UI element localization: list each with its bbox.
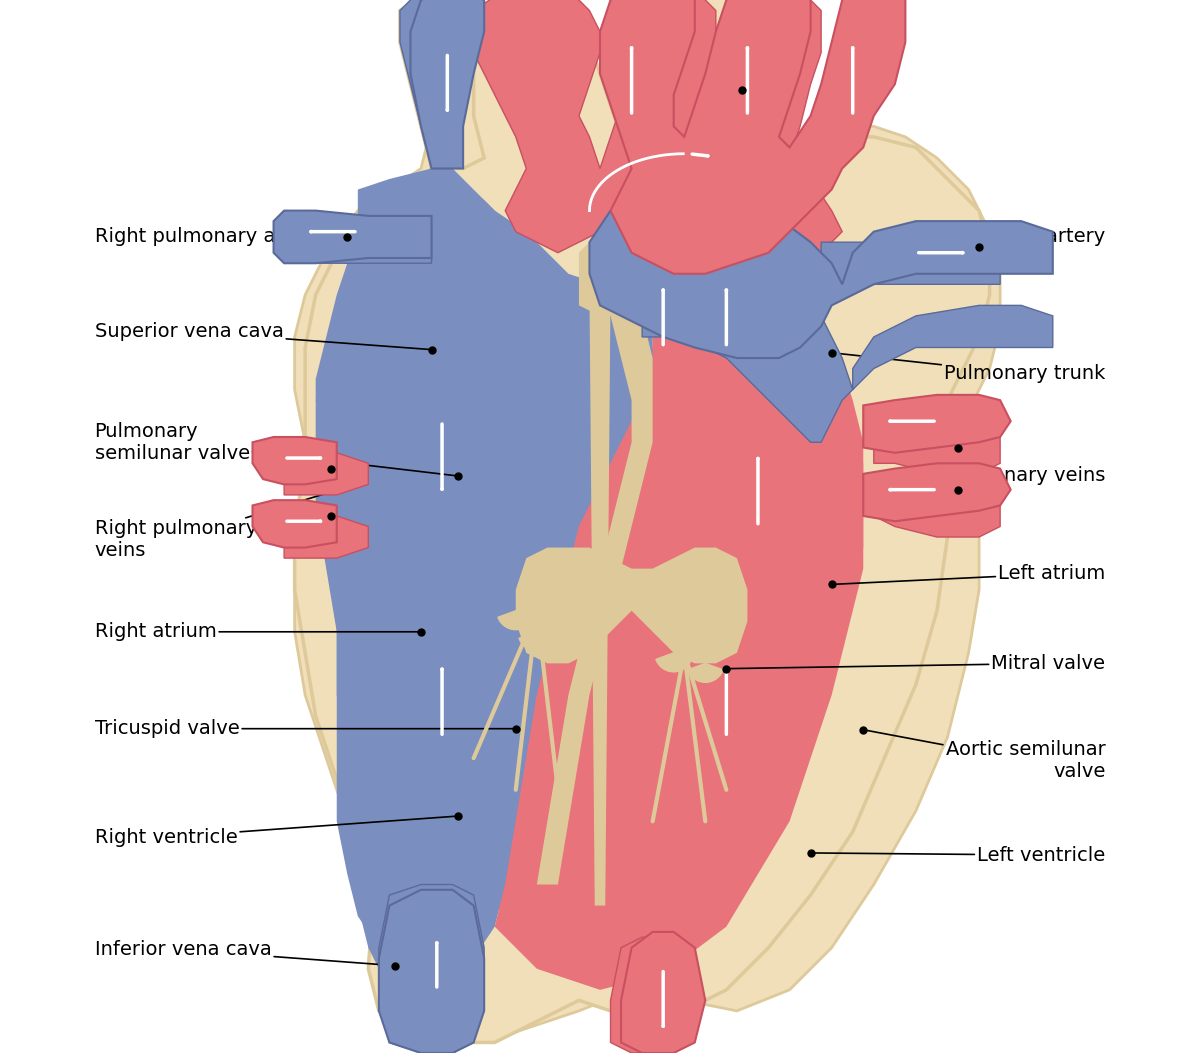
Wedge shape (656, 653, 691, 672)
Polygon shape (600, 0, 905, 274)
Polygon shape (874, 484, 1000, 537)
Polygon shape (589, 179, 1052, 358)
Polygon shape (474, 0, 842, 295)
Polygon shape (622, 932, 706, 1053)
Text: Aorta: Aorta (622, 17, 740, 88)
Polygon shape (821, 242, 1000, 284)
Wedge shape (520, 632, 554, 651)
Polygon shape (410, 0, 484, 168)
Polygon shape (284, 211, 432, 263)
Polygon shape (494, 274, 863, 990)
Polygon shape (642, 263, 1052, 442)
Polygon shape (274, 211, 432, 263)
Text: Left pulmonary veins: Left pulmonary veins (900, 466, 1105, 485)
Text: Right ventricle: Right ventricle (95, 816, 455, 847)
Polygon shape (252, 500, 337, 548)
Polygon shape (611, 937, 695, 1053)
Text: Pulmonary trunk: Pulmonary trunk (834, 353, 1105, 383)
Text: Superior vena cava: Superior vena cava (95, 322, 428, 350)
Wedge shape (498, 611, 534, 630)
Wedge shape (688, 663, 724, 682)
Polygon shape (863, 395, 1010, 453)
Polygon shape (863, 463, 1010, 521)
Text: Right pulmonary
veins: Right pulmonary veins (95, 493, 329, 559)
Polygon shape (379, 885, 484, 1053)
Polygon shape (494, 305, 863, 979)
Text: Right pulmonary artery: Right pulmonary artery (95, 227, 344, 246)
Text: Tricuspid valve: Tricuspid valve (95, 719, 512, 738)
Polygon shape (379, 890, 484, 1053)
Text: Inferior vena cava: Inferior vena cava (95, 940, 392, 966)
Text: Aortic semilunar
valve: Aortic semilunar valve (866, 730, 1105, 780)
Polygon shape (536, 274, 653, 885)
Text: Pulmonary
semilunar valve: Pulmonary semilunar valve (95, 422, 455, 476)
Text: Left ventricle: Left ventricle (814, 846, 1105, 865)
Polygon shape (316, 179, 631, 979)
Polygon shape (252, 437, 337, 484)
Polygon shape (874, 421, 1000, 474)
Polygon shape (400, 0, 474, 168)
Polygon shape (295, 0, 990, 1042)
Text: Right atrium: Right atrium (95, 622, 419, 641)
Wedge shape (540, 611, 576, 630)
Polygon shape (589, 295, 611, 906)
Polygon shape (516, 548, 748, 663)
Polygon shape (316, 168, 653, 979)
Polygon shape (284, 516, 368, 558)
Text: Left pulmonary artery: Left pulmonary artery (892, 227, 1105, 247)
Text: Mitral valve: Mitral valve (730, 654, 1105, 673)
Text: Left atrium: Left atrium (834, 564, 1105, 584)
Polygon shape (578, 232, 653, 316)
Polygon shape (295, 11, 1000, 1032)
Polygon shape (284, 453, 368, 495)
